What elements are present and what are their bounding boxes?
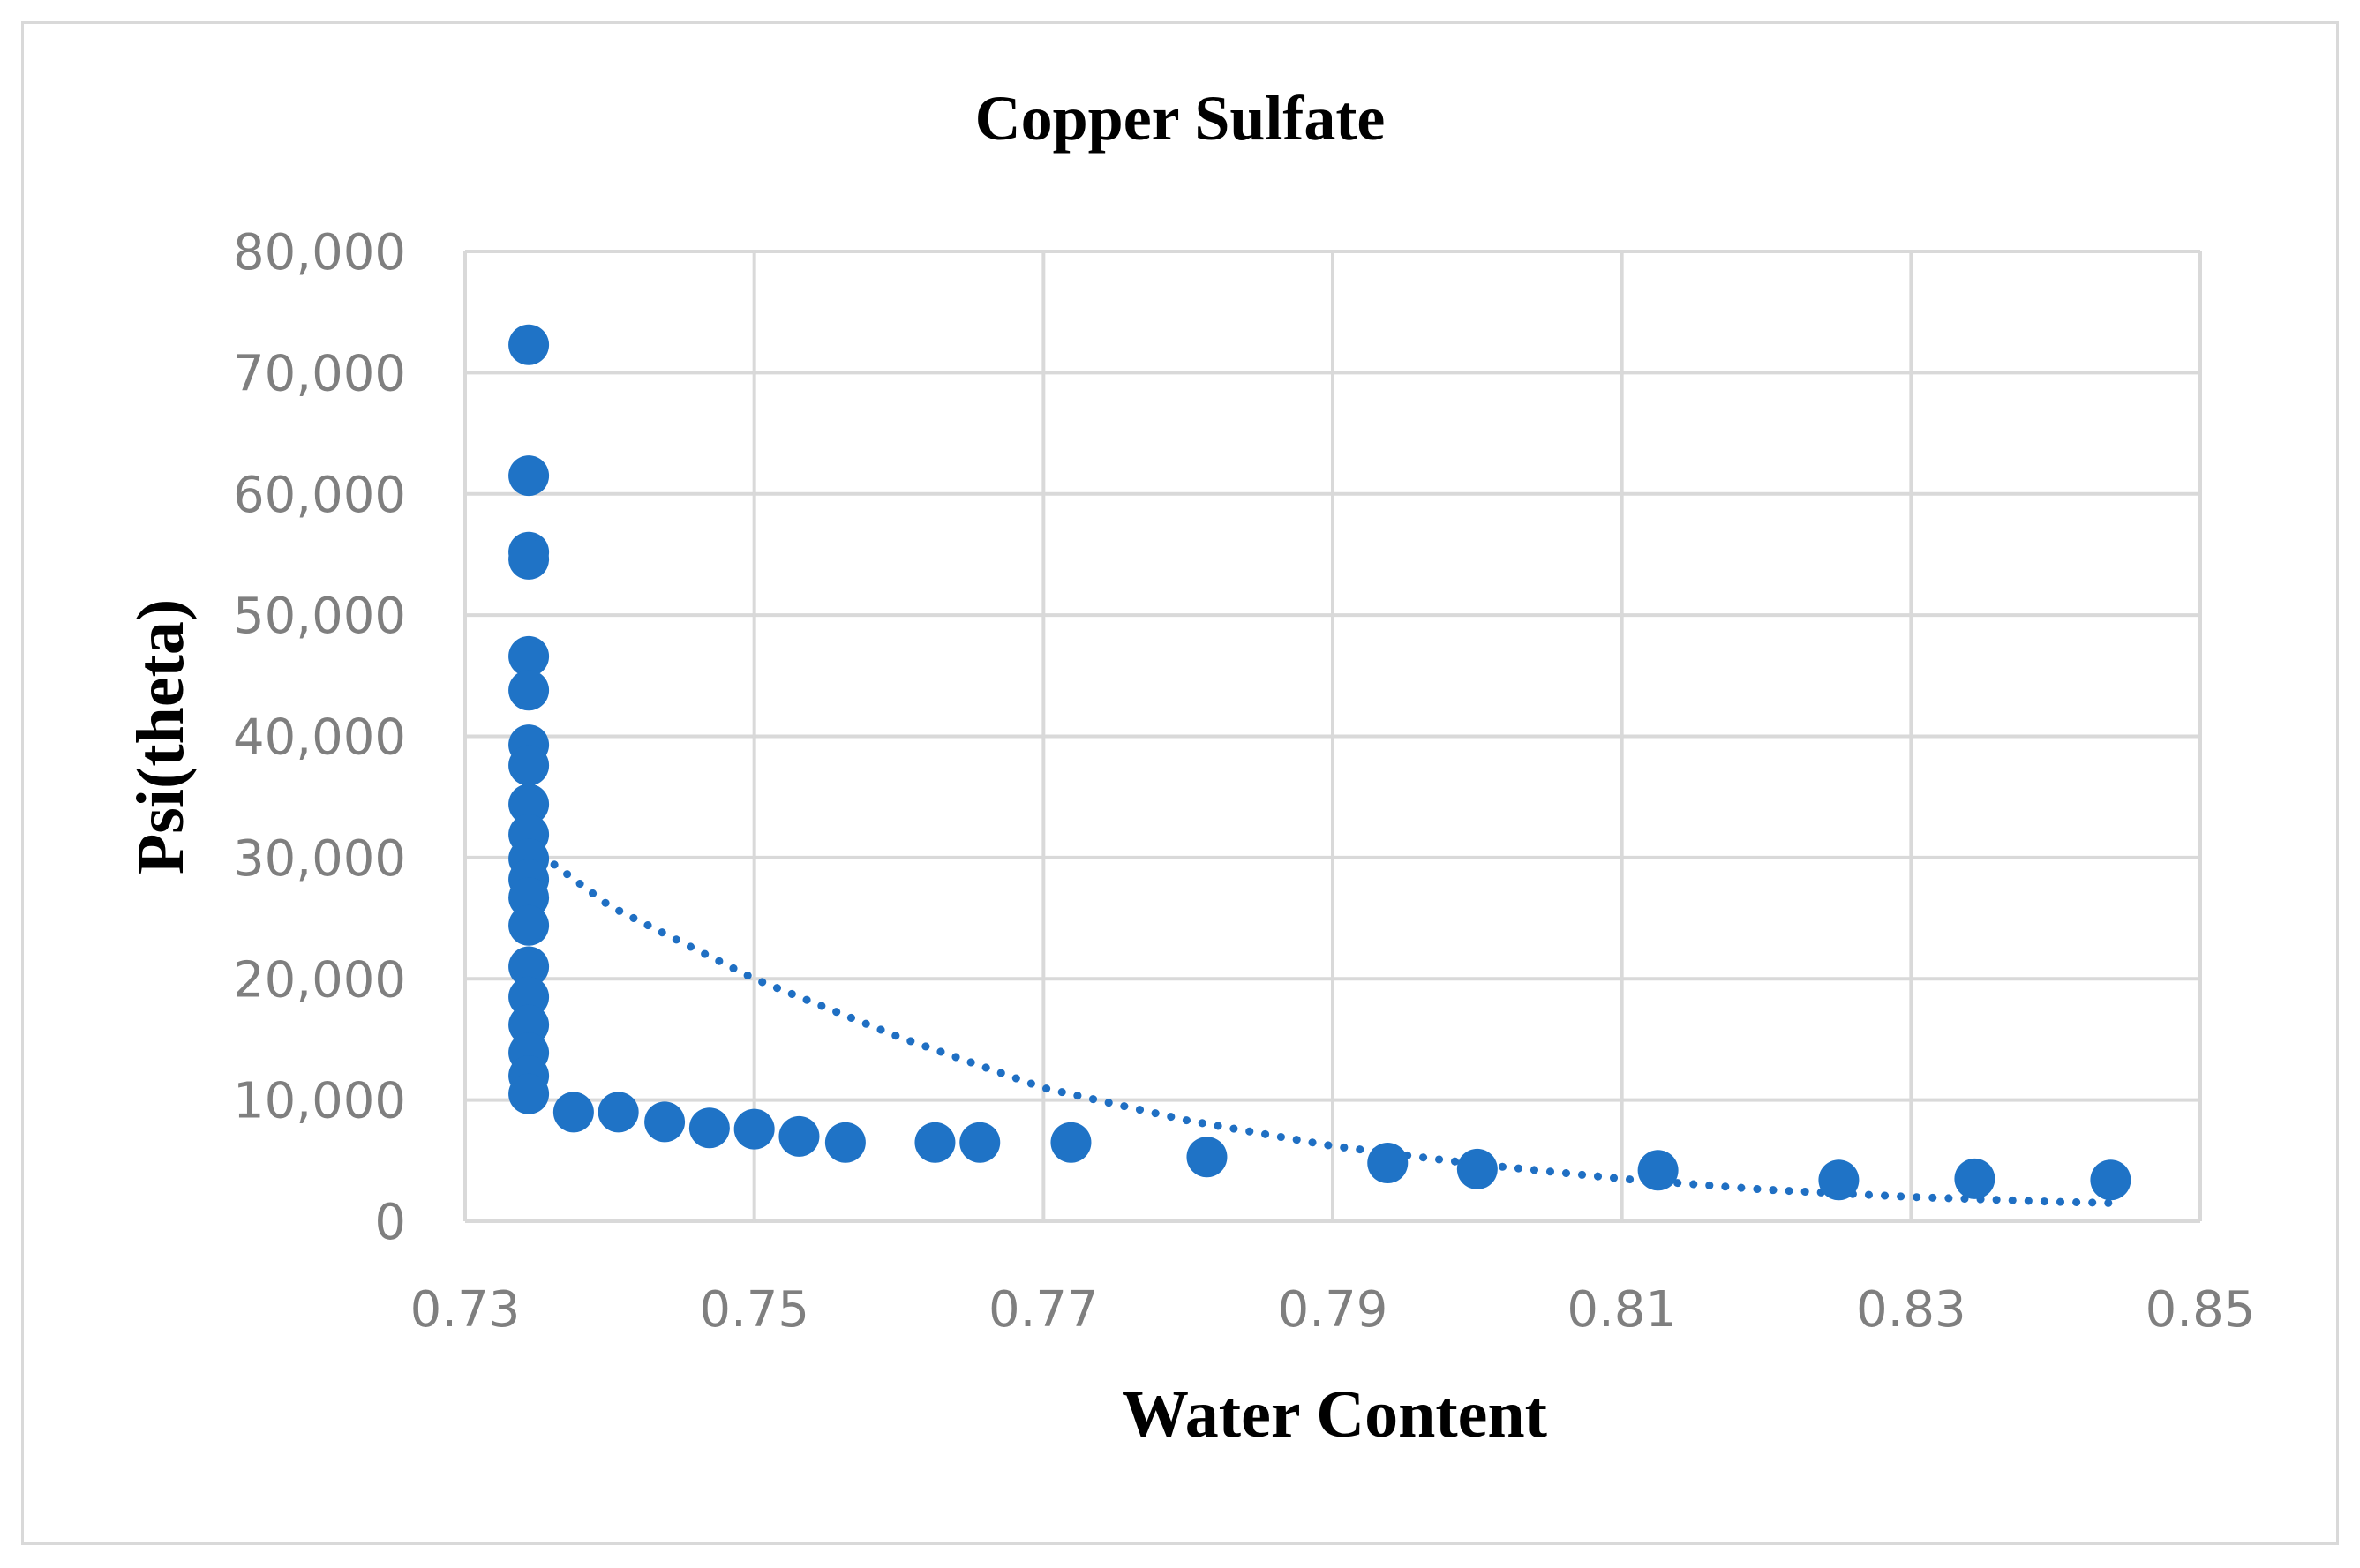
data-point [508, 635, 550, 677]
data-point [508, 904, 550, 946]
data-point [508, 976, 550, 1017]
data-point [508, 1004, 550, 1046]
x-tick-label: 0.77 [988, 1281, 1099, 1339]
data-point [824, 1122, 866, 1163]
x-tick-label: 0.75 [699, 1281, 809, 1339]
data-point [1050, 1122, 1092, 1163]
data-point [959, 1122, 1001, 1163]
y-tick-labels: 0 10,000 20,000 30,000 40,000 50,000 60,000 70,… [233, 224, 406, 1251]
chart-title: Copper Sulfate [975, 83, 1386, 154]
data-point [552, 1092, 594, 1133]
data-point [2090, 1159, 2131, 1201]
data-point [1954, 1158, 1995, 1199]
x-tick-label: 0.83 [1856, 1281, 1966, 1339]
x-tick-label: 0.85 [2146, 1281, 2256, 1339]
data-point [1456, 1148, 1498, 1189]
trendline [524, 841, 2115, 1207]
data-point [733, 1108, 775, 1150]
chart-frame [21, 21, 2339, 1545]
data-point [644, 1101, 686, 1143]
y-tick-label: 60,000 [233, 467, 406, 524]
y-axis-title: Psi(theta) [124, 599, 198, 874]
x-tick-labels: 0.73 0.75 0.77 0.79 0.81 0.83 0.85 [410, 1281, 2256, 1339]
y-tick-label: 0 [374, 1194, 406, 1251]
data-point [508, 745, 550, 786]
data-point [508, 324, 550, 365]
gridlines [463, 250, 2202, 1223]
data-point [778, 1115, 820, 1157]
data-point [508, 946, 550, 987]
data-points [508, 324, 2131, 1201]
data-point [508, 1073, 550, 1114]
y-tick-label: 80,000 [233, 224, 406, 281]
x-tick-label: 0.73 [410, 1281, 521, 1339]
trendline-group [524, 841, 2115, 1207]
data-point [508, 538, 550, 580]
data-point [598, 1092, 639, 1133]
data-point [1637, 1150, 1679, 1191]
data-point [508, 784, 550, 825]
y-tick-label: 30,000 [233, 830, 406, 888]
y-tick-label: 10,000 [233, 1073, 406, 1130]
y-tick-label: 50,000 [233, 588, 406, 645]
data-point [1186, 1137, 1228, 1178]
data-point [508, 670, 550, 711]
x-axis-title: Water Content [1122, 1377, 1547, 1452]
y-tick-label: 20,000 [233, 951, 406, 1009]
y-tick-label: 70,000 [233, 345, 406, 402]
data-point [1818, 1159, 1860, 1201]
data-point [1367, 1143, 1409, 1184]
y-tick-label: 40,000 [233, 709, 406, 767]
data-point [508, 877, 550, 919]
data-point [508, 455, 550, 497]
x-tick-label: 0.79 [1278, 1281, 1388, 1339]
x-tick-label: 0.81 [1567, 1281, 1677, 1339]
data-point [688, 1107, 730, 1149]
data-point [914, 1122, 956, 1163]
